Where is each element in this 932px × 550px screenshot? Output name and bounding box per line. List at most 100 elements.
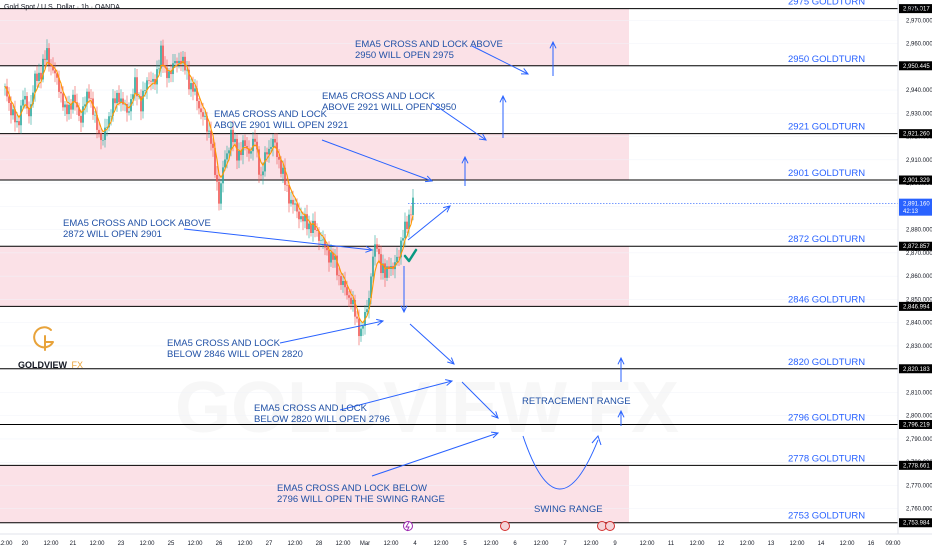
candle-body — [356, 316, 358, 319]
arrowhead-icon — [491, 411, 499, 419]
time-tick-label: 13 — [768, 541, 775, 547]
annotation-text: EMA5 CROSS AND LOCK ABOVE 2950 WILL OPEN … — [355, 39, 503, 61]
level-label: 2820 GOLDTURN — [788, 357, 865, 368]
candle-body — [178, 60, 180, 64]
arrowhead-icon — [424, 175, 434, 183]
time-tick-label: 12:00 — [789, 541, 805, 547]
candle-body — [386, 266, 388, 278]
annotation-line: EMA5 CROSS AND LOCK — [167, 338, 281, 349]
candle-body — [106, 127, 108, 128]
candle-body — [224, 159, 226, 168]
candle-body — [410, 214, 412, 216]
price-tick-label: 2,970.000 — [906, 18, 932, 24]
arrowhead-icon — [447, 357, 455, 365]
candle-body — [358, 318, 360, 337]
candle-body — [258, 149, 260, 175]
candle-body — [252, 138, 254, 152]
arrowhead-icon — [365, 245, 374, 253]
svg-text:GOLDVIEW FX: GOLDVIEW FX — [18, 360, 83, 370]
candle-body — [136, 77, 138, 97]
candle-body — [378, 248, 380, 255]
time-tick-label: 12:00 — [89, 541, 105, 547]
arrowhead-icon — [499, 94, 507, 103]
candle-body — [116, 92, 118, 104]
arrow-2820-diag — [409, 323, 455, 365]
time-tick-label: Mar — [360, 541, 370, 547]
annotation-line: ABOVE 2921 WILL OPEN 2950 — [322, 102, 456, 113]
level-price-tag — [899, 175, 932, 185]
candle-body — [198, 101, 200, 109]
countdown: 42:13 — [903, 209, 919, 215]
candle-body — [210, 130, 212, 144]
candle-body — [226, 153, 228, 160]
candle-body — [322, 239, 324, 241]
level-price-tag — [899, 129, 932, 139]
candle-body — [132, 94, 134, 100]
g-emblem-icon — [33, 326, 54, 351]
annotation-line: 2872 WILL OPEN 2901 — [63, 229, 162, 240]
candle-body — [176, 61, 178, 64]
candle-body — [80, 115, 82, 123]
candle-body — [388, 266, 390, 270]
candle-body — [332, 252, 334, 260]
candle-body — [94, 114, 96, 116]
candle-body — [214, 147, 216, 175]
price-tick-label: 2,930.000 — [906, 111, 932, 117]
candle-body — [330, 252, 332, 263]
candle-body — [124, 103, 126, 105]
candle-body — [174, 61, 176, 64]
candle-body — [158, 68, 160, 70]
time-tick-label: 12:00 — [237, 541, 253, 547]
time-tick-label: 12:00 — [433, 541, 449, 547]
candle-body — [334, 255, 336, 260]
candle-body — [350, 297, 352, 305]
arrowhead-icon — [443, 205, 451, 213]
candle-body — [10, 102, 12, 116]
candle-body — [308, 223, 310, 230]
annotation-line: EMA5 CROSS AND LOCK — [254, 403, 368, 414]
candle-body — [128, 111, 130, 113]
arrowhead-icon — [520, 68, 530, 75]
candle-body — [228, 150, 230, 154]
candle-body — [400, 240, 402, 258]
annotation-line: EMA5 CROSS AND LOCK ABOVE — [355, 39, 503, 50]
candle-body — [216, 174, 218, 182]
time-tick-label: 14 — [818, 541, 825, 547]
candle-body — [336, 255, 338, 276]
candle-body — [100, 133, 102, 141]
brand-logo: GOLDVIEW FX — [18, 326, 83, 370]
time-tick-label: 26 — [216, 541, 223, 547]
candle-body — [244, 140, 246, 147]
candle-body — [48, 48, 50, 66]
candle-body — [6, 86, 8, 97]
candle-body — [384, 263, 386, 278]
watermark: GOLDVIEW FX — [175, 368, 679, 448]
event-markers[interactable] — [403, 521, 615, 532]
price-tick-label: 2,830.000 — [906, 344, 932, 350]
candle-body — [20, 105, 22, 126]
candle-body — [120, 98, 122, 103]
annotation-line: EMA5 CROSS AND LOCK ABOVE — [63, 218, 211, 229]
time-axis[interactable]: 12:00 20 12:00 21 12:00 23 12:00 25 12:00 26 12:00… — [0, 541, 901, 547]
time-tick-label: 12 — [718, 541, 725, 547]
level-label: 2778 GOLDTURN — [788, 453, 865, 464]
price-tick-label: 2,960.000 — [906, 42, 932, 48]
candle-body — [98, 129, 100, 134]
candle-body — [90, 98, 92, 100]
candle-body — [340, 276, 342, 285]
time-tick-label: 12:00 — [287, 541, 303, 547]
candle-body — [294, 203, 296, 205]
candle-body — [18, 121, 20, 126]
goldturn-zones — [0, 8, 629, 523]
candle-body — [200, 108, 202, 113]
candle-body — [30, 104, 32, 117]
candle-body — [168, 71, 170, 79]
candle-body — [240, 150, 242, 156]
candle-body — [112, 98, 114, 116]
candle-body — [262, 171, 264, 176]
candle-body — [86, 91, 88, 105]
zone-band-0 — [0, 8, 629, 66]
check-mark-icon — [403, 248, 418, 263]
